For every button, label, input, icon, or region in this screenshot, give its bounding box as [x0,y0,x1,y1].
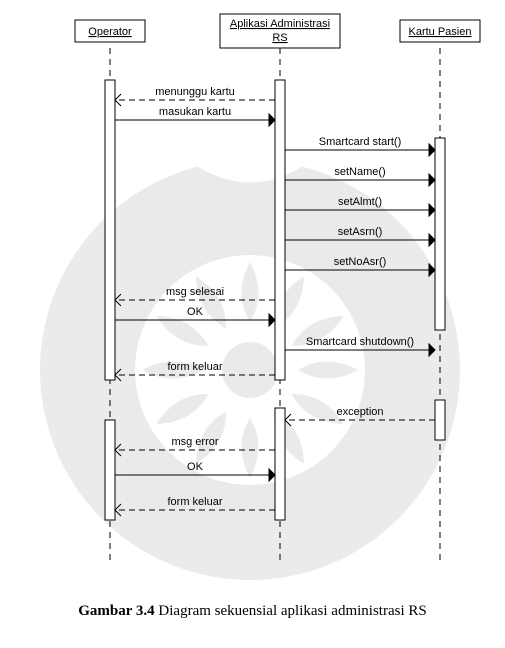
message-label: setNoAsr() [334,256,387,268]
figure-caption: Gambar 3.4 Diagram sekuensial aplikasi a… [78,603,426,619]
message-label: exception [336,406,383,418]
message-label: Smartcard start() [319,136,402,148]
message-label: OK [187,306,204,318]
sequence-diagram: Operator Aplikasi Administrasi RS Kartu Pas… [0,0,505,648]
participant-label: RS [272,32,287,44]
message-label: msg selesai [166,286,224,298]
participant-label: Operator [88,26,132,38]
participant-operator: Operator [75,20,145,42]
message-label: setAlmt() [338,196,382,208]
participant-label: Kartu Pasien [409,26,472,38]
message-label: menunggu kartu [155,86,235,98]
message-label: form keluar [167,496,222,508]
participant-app: Aplikasi Administrasi RS [220,14,340,48]
message-label: msg error [171,436,218,448]
message: masukan kartu [115,106,275,126]
message-label: setName() [334,166,385,178]
activation-app [275,408,285,520]
message: Smartcard start() [285,136,435,156]
activation-card [435,400,445,440]
participant-label: Aplikasi Administrasi [230,18,330,30]
activation-app [275,80,285,380]
participant-card: Kartu Pasien [400,20,480,42]
message-label: masukan kartu [159,106,231,118]
message: menunggu kartu [115,86,275,106]
activation-card [435,138,445,330]
message-label: Smartcard shutdown() [306,336,414,348]
message-label: OK [187,461,204,473]
activation-operator [105,420,115,520]
activation-operator [105,80,115,380]
message-label: form keluar [167,361,222,373]
watermark-emblem [40,140,460,580]
message-label: setAsrn() [338,226,383,238]
